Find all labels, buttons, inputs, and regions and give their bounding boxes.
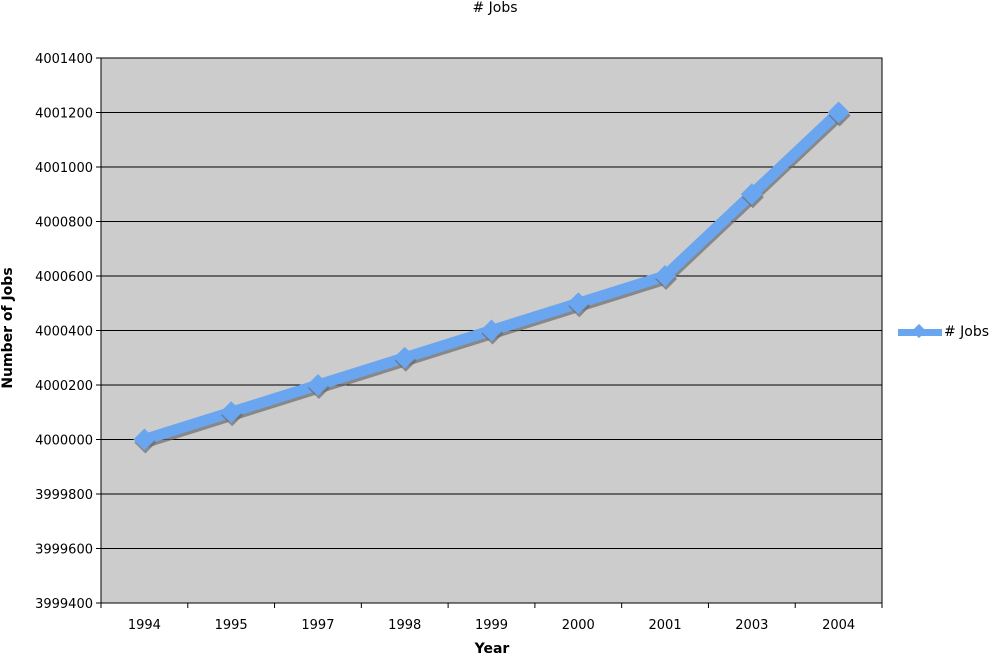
x-tick-label: 2001: [649, 618, 682, 633]
x-tick-label: 1997: [301, 618, 334, 633]
legend: # Jobs: [898, 322, 989, 342]
legend-label: # Jobs: [944, 324, 990, 340]
x-tick-label: 1995: [215, 618, 248, 633]
data-point: [827, 101, 850, 124]
y-tick-label: 4000200: [35, 379, 93, 394]
y-tick-label: 3999600: [35, 543, 93, 558]
y-tick-label: 4001200: [35, 107, 93, 122]
data-point: [220, 401, 243, 424]
y-tick-label: 4000400: [35, 325, 93, 340]
plot-border: [100, 57, 883, 604]
y-tick-label: 4001000: [35, 161, 93, 176]
x-tick-label: 1998: [388, 618, 421, 633]
data-point: [740, 183, 763, 206]
x-tick-label: 2003: [735, 618, 768, 633]
data-point: [567, 292, 590, 315]
y-tick-label: 4000800: [35, 216, 93, 231]
data-point: [393, 346, 416, 369]
y-tick-label: 4000600: [35, 270, 93, 285]
y-tick-label: 4001400: [35, 52, 93, 67]
data-point: [480, 319, 503, 342]
y-tick-label: 3999800: [35, 488, 93, 503]
x-tick-label: 1999: [475, 618, 508, 633]
x-tick-label: 2004: [822, 618, 855, 633]
data-point: [306, 374, 329, 396]
y-tick-label: 4000000: [35, 434, 93, 449]
y-tick-label: 3999400: [35, 597, 93, 612]
data-point: [654, 265, 677, 287]
legend-swatch-icon: [898, 323, 942, 339]
chart-title: # Jobs: [472, 0, 518, 16]
x-tick-label: 1994: [128, 618, 161, 633]
x-tick-label: 2000: [562, 618, 595, 633]
x-axis-title: Year: [474, 641, 510, 657]
data-point: [133, 428, 156, 451]
